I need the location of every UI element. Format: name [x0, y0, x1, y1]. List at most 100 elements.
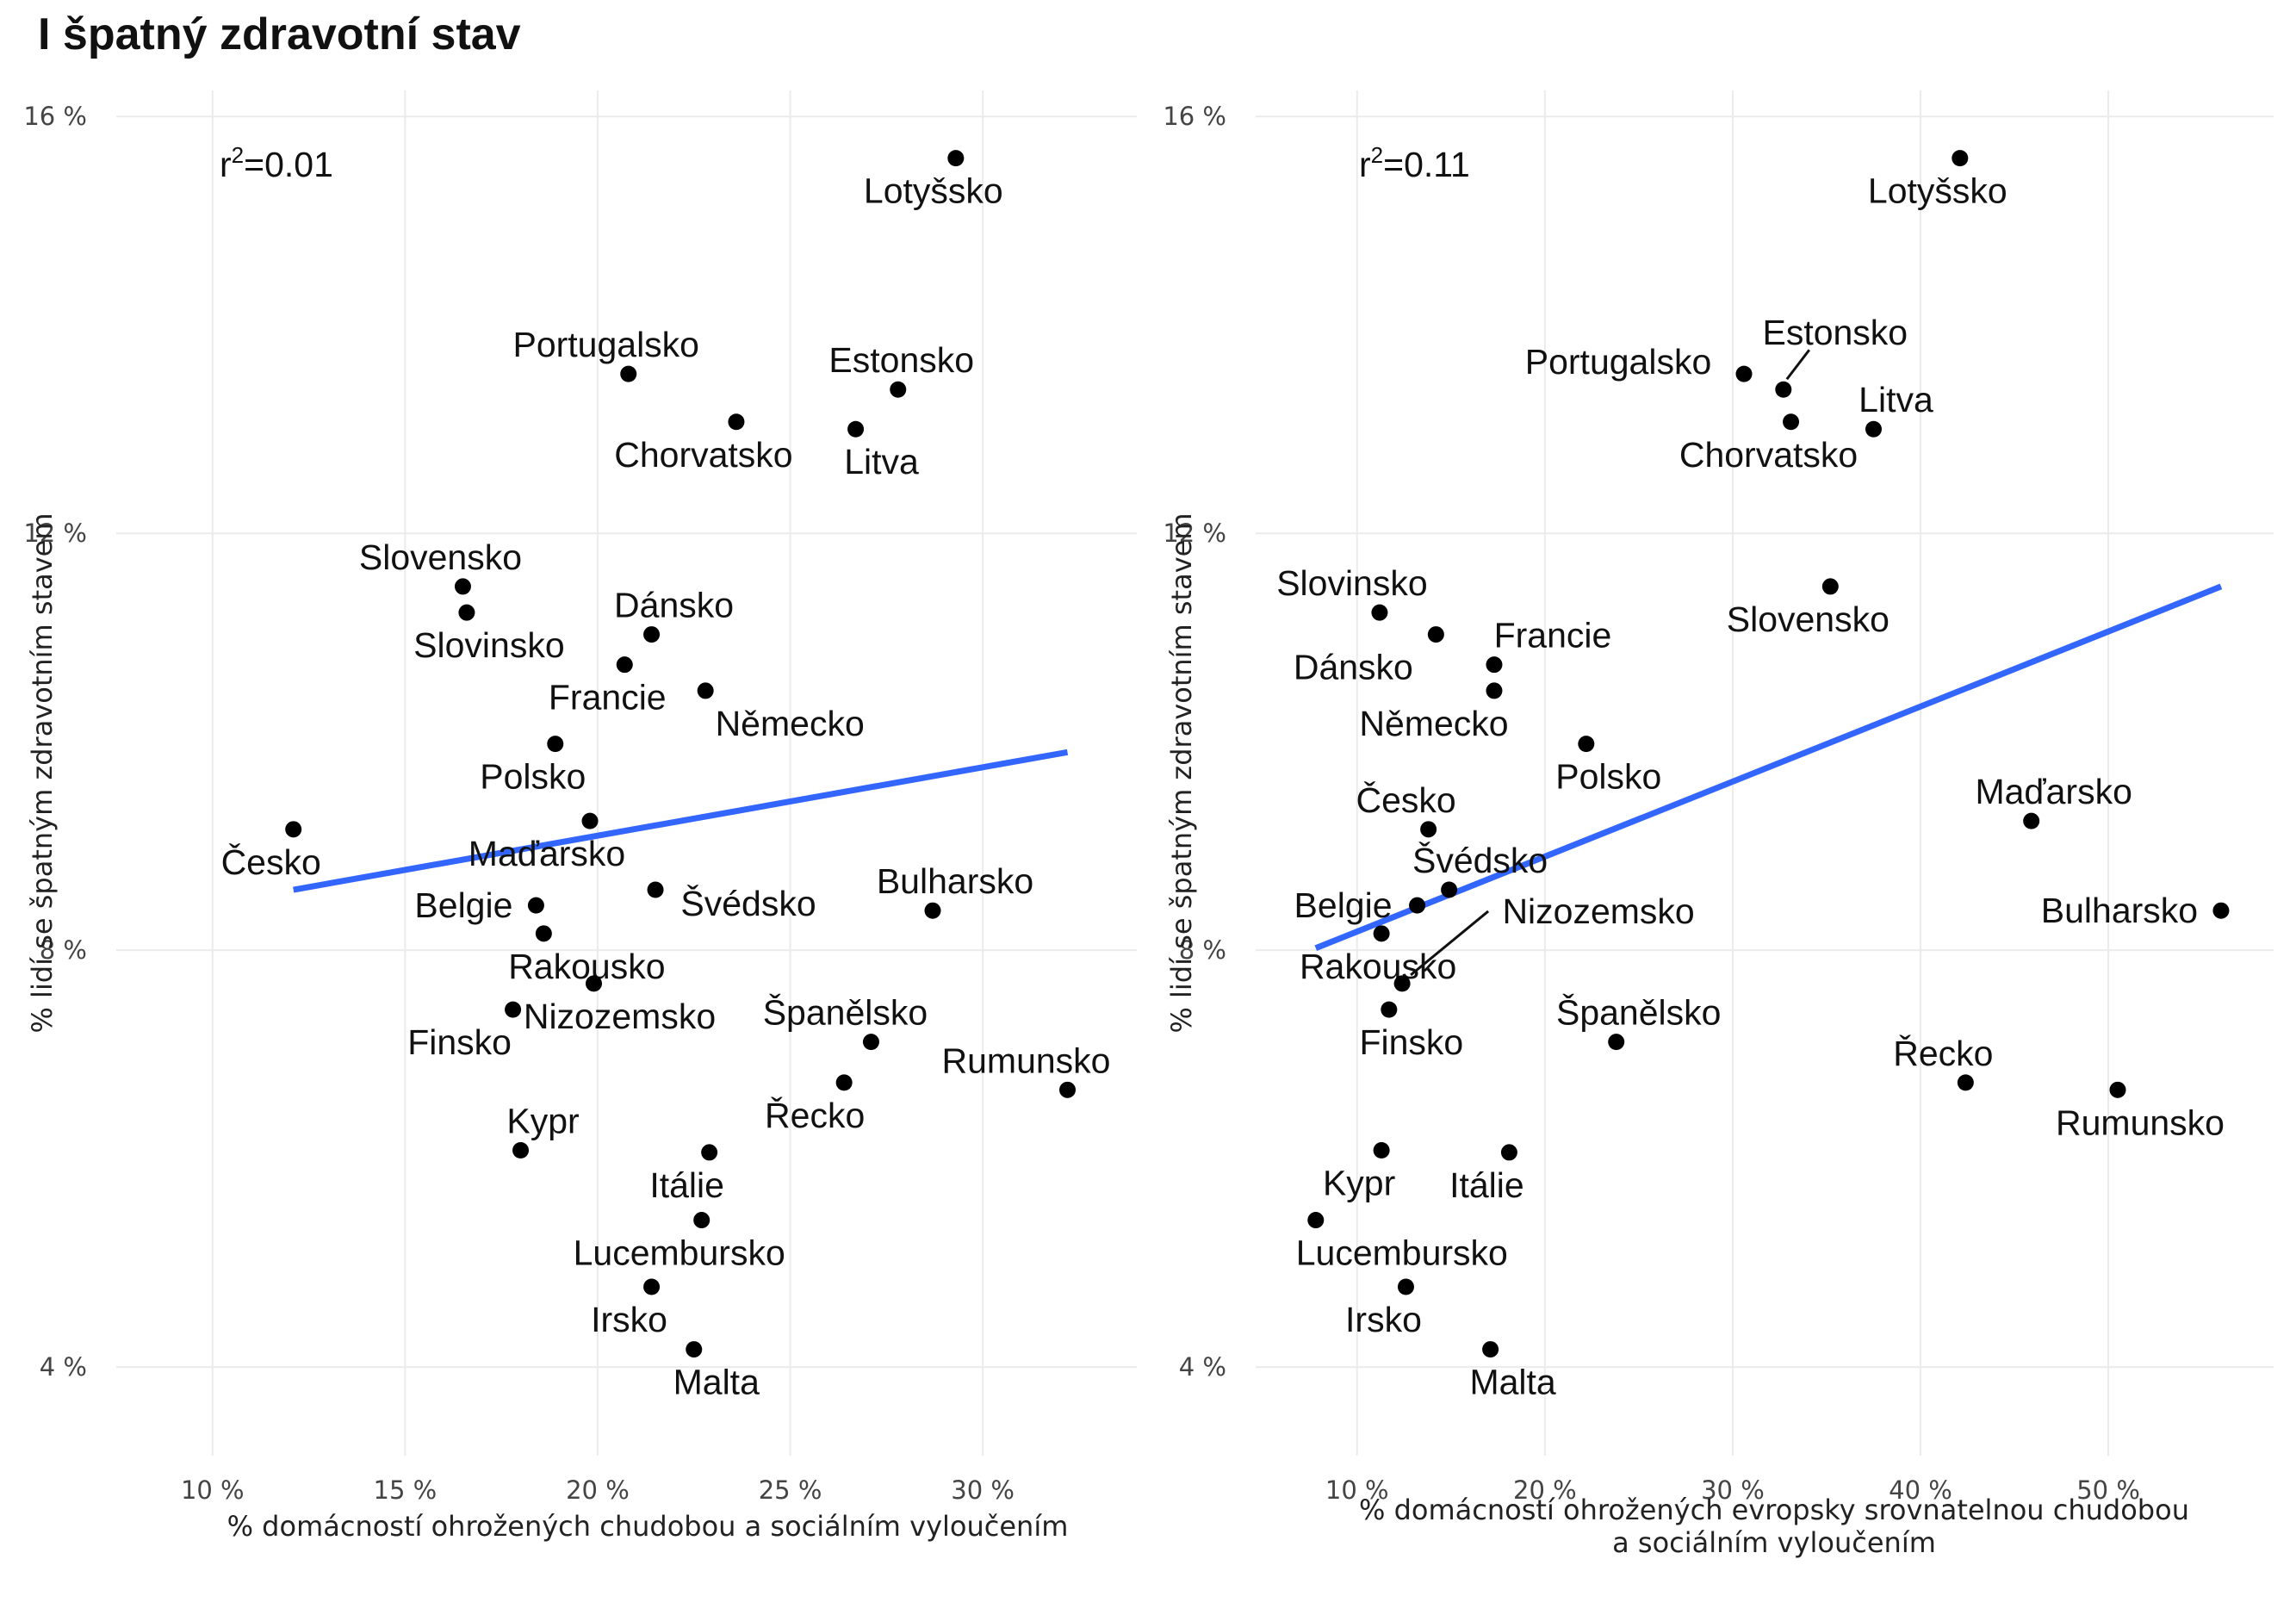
x-tick-label: 10 % [1325, 1475, 1389, 1505]
scatter-panel-1: 10 % 15 % 20 % 25 % 30 % 4 % 8 % 12 % 16 % % domá… [23, 90, 1137, 1543]
point-label: Portugalsko [1525, 342, 1712, 382]
data-point [1578, 736, 1595, 753]
data-point [1420, 821, 1437, 838]
point-label: Slovensko [1727, 599, 1890, 639]
x-tick-label: 40 % [1889, 1475, 1952, 1505]
point-label: Maďarsko [469, 834, 625, 873]
data-point [585, 975, 602, 992]
y-tick-label: 8 % [1179, 935, 1226, 965]
r-squared-superscript: 2 [232, 142, 244, 168]
x-tick-label: 50 % [2076, 1475, 2140, 1505]
data-point [2109, 1081, 2126, 1098]
point-label: Dánsko [614, 586, 734, 625]
data-point [1783, 413, 1800, 431]
data-point [2023, 812, 2040, 829]
point-label: Španělsko [763, 993, 928, 1033]
data-point [1482, 1341, 1499, 1358]
data-point [697, 682, 714, 699]
x-tick-label: 20 % [1513, 1475, 1577, 1505]
point-label: Malta [673, 1363, 760, 1402]
point-label: Dánsko [1294, 648, 1413, 687]
r-squared-symbol: r [1359, 145, 1371, 184]
data-point [701, 1144, 718, 1161]
data-point [1500, 1144, 1517, 1161]
y-tick-label: 12 % [23, 519, 87, 548]
point-label: Kypr [506, 1101, 579, 1140]
point-label: Portugalsko [512, 325, 699, 364]
data-point [1307, 1212, 1325, 1229]
point-label: Irsko [591, 1300, 667, 1339]
point-label: Švédsko [1412, 841, 1548, 880]
data-point [947, 150, 965, 167]
data-point [1397, 1278, 1414, 1295]
data-point [1486, 656, 1503, 674]
data-point [1865, 420, 1882, 438]
scatter-panel-2: 10 % 20 % 30 % 40 % 50 % 4 % 8 % 12 % 16 % % domá… [1163, 90, 2274, 1559]
point-label: Polsko [1555, 757, 1661, 797]
data-point [1409, 897, 1426, 914]
point-label: Lotyšsko [1868, 171, 2007, 211]
data-point [1371, 604, 1388, 621]
label-leader-line [1410, 910, 1490, 977]
point-label: Řecko [765, 1096, 865, 1135]
data-point [1381, 1001, 1398, 1018]
point-label: Lotyšsko [864, 171, 1003, 211]
r-squared-symbol: r [220, 145, 232, 184]
data-point [620, 365, 637, 382]
data-point [1821, 578, 1839, 595]
data-point [924, 902, 941, 919]
data-point [1441, 881, 1458, 898]
point-label: Itálie [1449, 1165, 1524, 1205]
point-label: Švédsko [680, 884, 816, 923]
point-label: Lucembursko [574, 1233, 785, 1273]
point-label: Litva [844, 442, 919, 481]
data-point [1608, 1034, 1625, 1051]
data-point [1735, 365, 1753, 382]
data-point [1775, 381, 1792, 398]
data-point [1373, 1141, 1390, 1158]
data-point [862, 1034, 879, 1051]
data-point [535, 925, 552, 942]
point-label: Nizozemsko [1502, 891, 1694, 931]
data-point [527, 897, 544, 914]
point-label: Kypr [1323, 1163, 1395, 1202]
data-point [1427, 626, 1444, 643]
x-axis-title: % domácností ohrožených evropsky srovnat… [1359, 1494, 2189, 1526]
x-tick-label: 25 % [759, 1475, 822, 1505]
point-label: Nizozemsko [524, 997, 716, 1036]
y-axis-title: % lidí se špatným zdravotním stavem [26, 512, 59, 1033]
chart-title: I špatný zdravotní stav [38, 9, 521, 59]
x-axis-title: % domácností ohrožených chudobou a sociá… [227, 1510, 1069, 1543]
point-label: Řecko [1893, 1034, 1993, 1073]
point-label: Estonsko [828, 340, 974, 380]
point-label: Španělsko [1556, 993, 1721, 1033]
point-label: Finsko [407, 1022, 512, 1062]
point-label: Slovensko [359, 537, 522, 577]
point-label: Irsko [1345, 1300, 1422, 1339]
point-label: Estonsko [1762, 313, 1908, 352]
data-point [686, 1341, 703, 1358]
x-tick-label: 10 % [181, 1475, 245, 1505]
point-label: Belgie [414, 885, 512, 925]
data-point [643, 1278, 661, 1295]
data-point [616, 656, 633, 674]
point-label: Rumunsko [942, 1040, 1111, 1080]
label-leader-line [1785, 349, 1810, 381]
point-label: Bulharsko [2041, 891, 2198, 930]
point-label: Lucembursko [1296, 1233, 1508, 1273]
r-squared-superscript: 2 [1371, 142, 1383, 168]
r-squared-value: =0.11 [1383, 145, 1470, 184]
point-label: Česko [1356, 780, 1456, 820]
y-tick-label: 8 % [40, 935, 87, 965]
data-point [1957, 1074, 1974, 1091]
trend-line [1314, 583, 2223, 952]
data-point [285, 821, 302, 838]
y-axis-title: % lidí se špatným zdravotním stavem [1165, 512, 1198, 1033]
data-point [505, 1001, 522, 1018]
data-point [847, 420, 865, 438]
data-point [581, 812, 599, 829]
point-label: Francie [549, 678, 667, 717]
trend-line [293, 748, 1069, 893]
y-tick-label: 4 % [1179, 1352, 1226, 1382]
